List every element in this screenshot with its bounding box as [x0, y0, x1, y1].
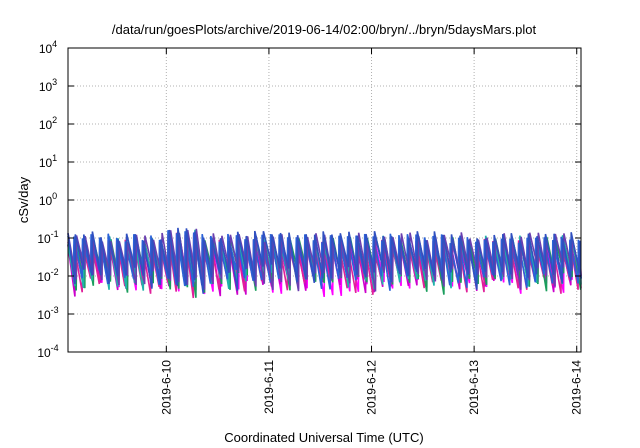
- y-tick-label: 10-1: [37, 229, 58, 246]
- x-tick-label: 2019-6-12: [365, 360, 379, 415]
- y-tick-label: 104: [39, 39, 57, 56]
- series-line: [67, 227, 582, 294]
- x-tick-label: 2019-6-13: [467, 360, 481, 415]
- y-tick-label: 10-2: [37, 267, 58, 284]
- y-tick-label: 10-3: [37, 305, 58, 322]
- chart-title: /data/run/goesPlots/archive/2019-06-14/0…: [112, 22, 537, 37]
- y-tick-label: 100: [39, 191, 57, 208]
- x-tick-label: 2019-6-10: [159, 360, 173, 415]
- x-tick-label: 2019-6-11: [262, 360, 276, 414]
- y-tick-label: 101: [39, 153, 57, 170]
- x-axis-label: Coordinated Universal Time (UTC): [224, 430, 423, 445]
- y-tick-label: 10-4: [37, 343, 58, 360]
- x-axis: 2019-6-10 2019-6-11 2019-6-12 2019-6-13 2019…: [159, 48, 584, 415]
- grid-lines: [68, 48, 581, 352]
- series-group: [67, 227, 582, 299]
- y-tick-label: 102: [39, 115, 57, 132]
- y-axis-label: cSv/day: [16, 176, 31, 223]
- y-tick-label: 103: [39, 77, 57, 94]
- y-axis: 10-4 10-3 10-2 10-1 100 101 102 103 104: [37, 39, 581, 360]
- plot-frame: [67, 47, 582, 353]
- x-tick-label: 2019-6-14: [570, 360, 584, 415]
